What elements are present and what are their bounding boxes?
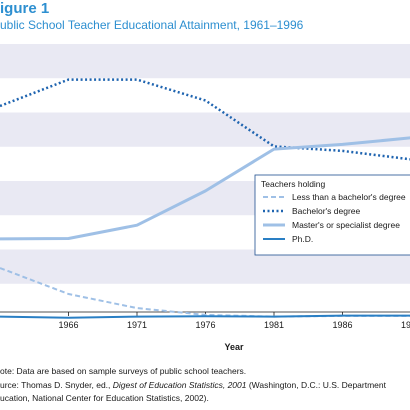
legend-title: Teachers holding <box>261 179 326 189</box>
x-axis: 1966 1971 1976 1981 1986 1991 Year <box>0 311 410 352</box>
source-prefix: urce: Thomas D. Snyder, ed., <box>0 380 113 390</box>
legend-entry: Bachelor's degree <box>292 206 361 216</box>
x-tick-label: 1981 <box>264 320 284 330</box>
legend-entry: Ph.D. <box>292 234 313 244</box>
x-tick-label: 1971 <box>127 320 147 330</box>
source-line-2: ucation, National Center for Education S… <box>0 393 209 403</box>
series-line-1 <box>0 267 410 318</box>
x-axis-title: Year <box>224 342 244 352</box>
grid-band <box>0 112 410 147</box>
source-rest: (Washington, D.C.: U.S. Department <box>246 380 386 390</box>
series-line-4 <box>0 314 410 319</box>
legend: Teachers holding Less than a bachelor's d… <box>254 174 410 256</box>
background-bands <box>0 44 410 284</box>
series-lines <box>0 78 410 319</box>
legend-entry: Master's or specialist degree <box>292 220 400 230</box>
x-tick-label: 1991 <box>401 320 410 330</box>
x-tick-label: 1966 <box>58 320 78 330</box>
figure-label: igure 1 <box>0 0 50 17</box>
x-tick-label: 1986 <box>332 320 352 330</box>
source-line-1: urce: Thomas D. Snyder, ed., Digest of E… <box>0 380 386 390</box>
legend-box <box>254 174 410 256</box>
x-tick-label: 1976 <box>195 320 215 330</box>
grid-band <box>0 44 410 79</box>
chart-note: ote: Data are based on sample surveys of… <box>0 366 247 376</box>
series-line-3 <box>0 136 410 241</box>
chart-title: ublic School Teacher Educational Attainm… <box>0 18 304 32</box>
source-title: Digest of Education Statistics, 2001 <box>112 380 247 390</box>
legend-entry: Less than a bachelor's degree <box>292 192 406 202</box>
